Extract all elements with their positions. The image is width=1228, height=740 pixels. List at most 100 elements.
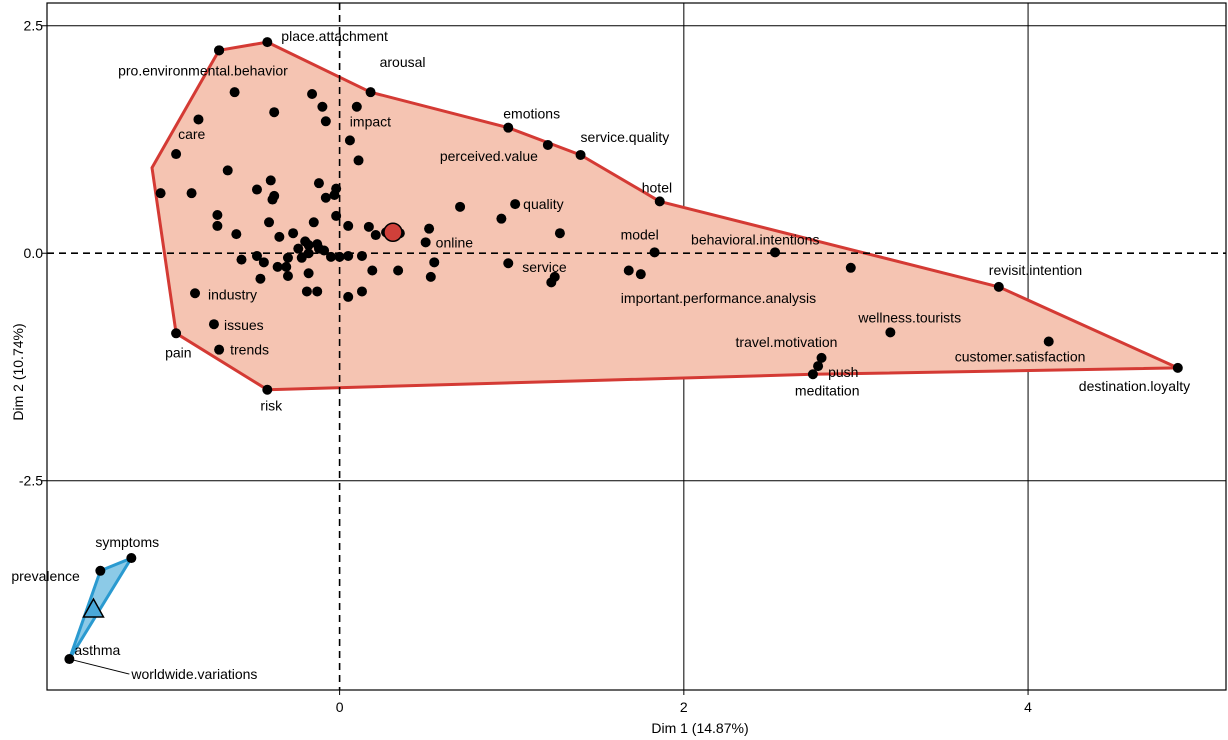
data-point [288,228,299,239]
point-label: asthma [74,642,120,658]
data-point [334,251,345,262]
data-point [236,254,247,265]
cluster-2-centroid [82,597,105,618]
axes: 0 2 4 2.5 0.0 -2.5 [19,2,1227,715]
data-point [193,114,204,125]
data-point [265,175,276,186]
point-label: symptoms [95,534,159,550]
point-label: issues [224,317,264,333]
point-label: behavioral.intentions [691,231,819,247]
x-tick-label: 4 [1024,699,1032,715]
data-point [813,361,824,372]
cluster-1-hull [150,40,1180,392]
points [64,37,1183,665]
data-point [300,236,311,247]
data-point [281,261,292,272]
data-point [293,243,304,254]
data-point [155,188,166,199]
point-label: pain [165,344,191,360]
data-point [331,210,342,221]
point-label: revisit.intention [989,262,1082,278]
data-point [212,220,223,231]
point-label: emotions [503,106,560,122]
data-point [554,228,565,239]
data-point [654,196,665,207]
data-point [222,165,233,176]
data-point [356,286,367,297]
data-point [186,188,197,199]
data-point [816,352,827,363]
point-label: risk [260,398,283,414]
data-point [510,199,521,210]
data-point [319,245,330,256]
reference-lines [47,3,1226,690]
point-label: impact [350,114,391,130]
point-labels: place.attachment pro.environmental.behavi… [11,28,1190,682]
data-point [331,183,342,194]
data-point [282,270,293,281]
point-label: care [178,126,205,142]
y-tick-label: 2.5 [24,18,44,34]
y-axis-title: Dim 2 (10.74%) [10,323,26,420]
data-point [770,247,781,258]
data-point [255,273,266,284]
data-point [171,328,182,339]
x-axis-title: Dim 1 (14.87%) [651,720,748,736]
data-point [623,265,634,276]
data-point [993,281,1004,292]
data-point [845,262,856,273]
data-point [214,45,225,56]
data-point [320,116,331,127]
x-tick-label: 2 [680,699,688,715]
data-point [575,149,586,160]
data-point [363,221,374,232]
data-point [251,250,262,261]
data-point [312,286,323,297]
point-label: meditation [795,382,860,398]
point-label: worldwide.variations [130,666,257,682]
data-point [267,194,278,205]
point-label: prevalence [11,568,80,584]
data-point [208,319,219,330]
data-point [370,230,381,241]
point-label: quality [523,196,563,212]
data-point [885,327,896,338]
data-point [251,184,262,195]
data-point [353,155,364,166]
data-point [365,87,376,98]
data-point [496,213,507,224]
data-point [231,229,242,240]
data-point [272,261,283,272]
data-point [344,135,355,146]
data-point [455,201,466,212]
data-point [325,251,336,262]
data-point [313,178,324,189]
data-point [258,257,269,268]
point-label: service.quality [581,129,670,145]
data-point [343,291,354,302]
point-label: pro.environmental.behavior [118,62,288,78]
plot-frame [46,2,1227,691]
data-point [282,252,293,263]
point-label: hotel [642,179,672,195]
point-label: customer.satisfaction [955,348,1086,364]
x-tick-label: 0 [336,699,344,715]
data-point [343,220,354,231]
data-point [1043,336,1054,347]
data-point [393,265,404,276]
point-label: model [621,226,659,242]
point-label: arousal [380,54,426,70]
data-point [262,384,273,395]
point-label: online [436,234,474,250]
data-point [429,257,440,268]
data-point [307,88,318,99]
point-label: push [828,364,858,380]
data-point [356,250,367,261]
data-point [317,101,328,112]
data-point [807,369,818,380]
data-point [635,269,646,280]
point-label: important.performance.analysis [621,290,816,306]
point-label: place.attachment [281,28,388,44]
data-point [303,268,314,279]
